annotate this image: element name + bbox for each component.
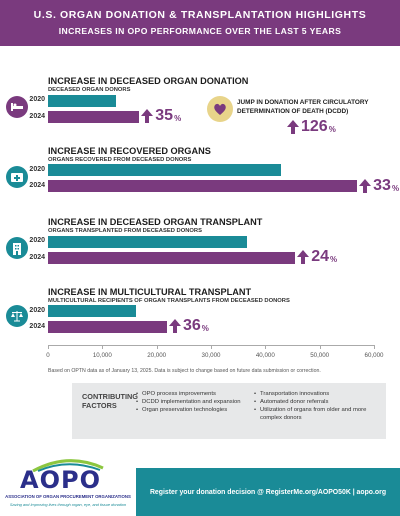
bar-2024 (48, 180, 358, 192)
x-axis-tick-label: 20,000 (147, 352, 167, 359)
x-axis-tick-label: 30,000 (201, 352, 221, 359)
up-arrow-icon (141, 109, 154, 123)
chart-subtitle: MULTICULTURAL RECIPIENTS OF ORGAN TRANSP… (48, 298, 290, 304)
x-axis-tick-label: 10,000 (92, 352, 112, 359)
percent-value: 33 (373, 177, 391, 194)
factors-label-line1: CONTRIBUTING (82, 392, 138, 401)
up-arrow-icon (168, 319, 181, 333)
bar-2024 (48, 252, 296, 264)
chart-subtitle: ORGANS TRANSPLANTED FROM DECEASED DONORS (48, 228, 202, 234)
aopo-logo: AOPO ASSOCIATION OF ORGAN PROCUREMENT OR… (0, 458, 134, 516)
percent-value: 24 (311, 248, 329, 265)
factors-list-1: OPO process improvements DCDD implementa… (136, 390, 248, 414)
percent-value: 35 (155, 107, 174, 124)
bar-2020 (48, 305, 137, 317)
percent-value: 36 (182, 317, 201, 334)
chart-title: INCREASE IN DECEASED ORGAN DONATION (48, 76, 249, 86)
factor-item: DCDD implementation and expansion (136, 398, 248, 406)
x-axis-tick-mark (102, 345, 104, 349)
factor-item: OPO process improvements (136, 390, 248, 398)
page-title: U.S. ORGAN DONATION & TRANSPLANTATION HI… (33, 9, 367, 21)
bar-2024 (48, 321, 167, 333)
footer: AOPO ASSOCIATION OF ORGAN PROCUREMENT OR… (0, 458, 400, 516)
dcdd-value: 126 (301, 118, 328, 135)
percent-sign: % (330, 254, 338, 264)
register-link[interactable]: Register your donation decision @ Regist… (136, 468, 400, 516)
up-arrow-icon (287, 120, 299, 134)
year-label-2020: 2020 (29, 237, 45, 244)
scales-icon (6, 305, 28, 327)
chart-title: INCREASE IN DECEASED ORGAN TRANSPLANT (48, 217, 263, 227)
percent-sign: % (391, 183, 400, 193)
percent-increase: 33% (359, 177, 399, 195)
bar-2020 (48, 236, 247, 248)
x-axis-tick-mark (265, 345, 267, 349)
chart-subtitle: ORGANS RECOVERED FROM DECEASED DONORS (48, 157, 192, 163)
factor-item: Utilization of organs from older and mor… (254, 406, 382, 422)
header-banner: U.S. ORGAN DONATION & TRANSPLANTATION HI… (0, 0, 400, 46)
percent-increase: 35% (141, 107, 181, 125)
logo-text: AOPO (20, 466, 101, 494)
org-name: ASSOCIATION OF ORGAN PROCUREMENT ORGANIZ… (5, 494, 131, 499)
contributing-factors-box: CONTRIBUTING FACTORS OPO process improve… (72, 383, 386, 439)
up-arrow-icon (297, 250, 310, 264)
x-axis-tick-mark (48, 345, 49, 349)
chart-subtitle: DECEASED ORGAN DONORS (48, 87, 131, 93)
dcdd-label: JUMP IN DONATION AFTER CIRCULATORY DETER… (237, 99, 369, 115)
data-note: Based on OPTN data as of January 13, 202… (48, 368, 321, 374)
x-axis-tick-mark (156, 345, 158, 349)
x-axis-tick-label: 0 (46, 352, 50, 359)
percent-sign: % (328, 124, 336, 134)
bar-2020 (48, 164, 281, 176)
logo-arc-icon (32, 459, 104, 472)
dcdd-callout: JUMP IN DONATION AFTER CIRCULATORY DETER… (207, 88, 379, 144)
factor-item: Transportation innovations (254, 390, 382, 398)
page-subtitle: INCREASES IN OPO PERFORMANCE OVER THE LA… (58, 26, 342, 36)
percent-sign: % (174, 113, 182, 123)
factors-label: CONTRIBUTING FACTORS (82, 392, 138, 410)
factors-label-line2: FACTORS (82, 401, 117, 410)
factor-item: Automated donor referrals (254, 398, 382, 406)
year-label-2024: 2024 (29, 182, 45, 189)
x-axis-tick-label: 50,000 (310, 352, 330, 359)
bar-2024 (48, 111, 140, 123)
percent-increase: 24% (297, 248, 337, 266)
org-tagline: Saving and Improving lives through organ… (9, 502, 127, 507)
dcdd-percent: 126% (287, 118, 336, 136)
x-axis-tick-label: 40,000 (255, 352, 275, 359)
bar-2020 (48, 95, 117, 107)
x-axis-tick-mark (319, 345, 321, 349)
year-label-2020: 2020 (29, 96, 45, 103)
year-label-2020: 2020 (29, 307, 45, 314)
year-label-2024: 2024 (29, 323, 45, 330)
hospital-building-icon (6, 237, 28, 259)
x-axis-tick-label: 60,000 (364, 352, 384, 359)
chart-title: INCREASE IN RECOVERED ORGANS (48, 146, 211, 156)
x-axis-tick-mark (374, 345, 375, 349)
x-axis-tick-mark (211, 345, 212, 349)
heart-icon (207, 96, 233, 122)
percent-increase: 36% (168, 317, 209, 335)
year-label-2020: 2020 (29, 166, 45, 173)
factor-item: Organ preservation technologies (136, 406, 248, 414)
year-label-2024: 2024 (29, 113, 45, 120)
medical-kit-icon (6, 166, 28, 188)
factors-list-2: Transportation innovations Automated don… (254, 390, 382, 422)
chart-title: INCREASE IN MULTICULTURAL TRANSPLANT (48, 287, 252, 297)
year-label-2024: 2024 (29, 254, 45, 261)
up-arrow-icon (359, 179, 372, 193)
hospital-bed-icon (6, 96, 28, 118)
percent-sign: % (201, 323, 209, 333)
